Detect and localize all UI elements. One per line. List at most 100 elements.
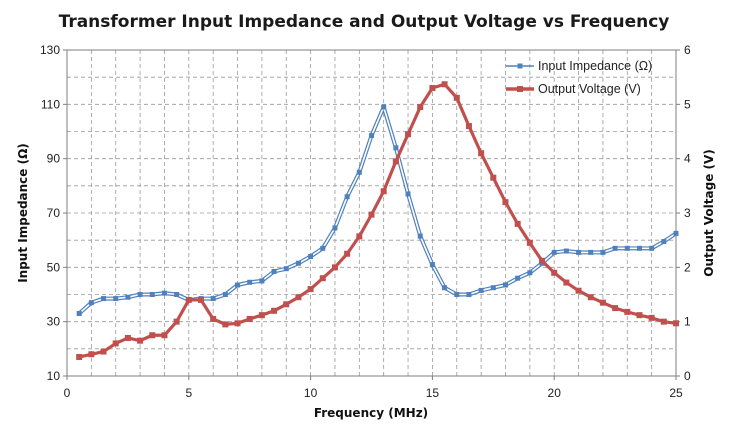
data-point-impedance xyxy=(320,245,326,251)
data-point-voltage xyxy=(161,332,168,339)
left-axis-ticks: 10 30 50 70 90 110 130 xyxy=(40,43,67,383)
data-point-voltage xyxy=(258,312,265,319)
data-point-voltage xyxy=(246,315,253,322)
data-point-impedance xyxy=(149,292,155,297)
data-point-voltage xyxy=(380,188,387,195)
x-tick-label: 25 xyxy=(669,386,683,400)
series xyxy=(76,81,679,360)
data-point-impedance xyxy=(661,239,667,245)
right-tick-label: 0 xyxy=(684,369,691,383)
data-point-voltage xyxy=(295,294,302,301)
data-point-impedance xyxy=(101,296,107,302)
data-point-voltage xyxy=(405,131,412,138)
data-point-voltage xyxy=(331,264,338,271)
legend: Input Impedance (Ω) Output Voltage (V) xyxy=(506,59,652,96)
data-point-impedance xyxy=(502,282,508,288)
right-tick-label: 2 xyxy=(684,260,691,274)
left-tick-label: 50 xyxy=(47,260,61,274)
data-point-voltage xyxy=(636,312,643,319)
x-tick-label: 20 xyxy=(548,386,562,400)
y2-axis-title: Output Voltage (V) xyxy=(702,149,716,277)
right-tick-label: 1 xyxy=(684,315,691,329)
left-tick-label: 70 xyxy=(47,206,61,220)
right-tick-label: 6 xyxy=(684,43,691,57)
data-point-voltage xyxy=(234,320,241,327)
data-point-voltage xyxy=(319,275,326,282)
data-point-impedance xyxy=(332,225,338,231)
data-point-voltage xyxy=(490,174,497,181)
data-point-impedance xyxy=(125,294,131,300)
data-point-voltage xyxy=(624,308,631,315)
data-point-impedance xyxy=(636,245,642,251)
x-axis-ticks: 0 5 10 15 20 25 xyxy=(64,376,683,400)
data-point-voltage xyxy=(368,211,375,218)
x-tick-label: 10 xyxy=(304,386,318,400)
data-point-voltage xyxy=(575,287,582,294)
data-point-voltage xyxy=(502,199,509,206)
data-point-voltage xyxy=(563,279,570,286)
right-tick-label: 4 xyxy=(684,152,691,166)
data-point-voltage xyxy=(100,348,107,355)
data-point-impedance xyxy=(344,194,350,200)
data-point-voltage xyxy=(673,320,679,327)
data-point-voltage xyxy=(344,250,351,257)
data-point-voltage xyxy=(429,85,436,92)
right-tick-label: 3 xyxy=(684,206,691,220)
left-tick-label: 90 xyxy=(47,152,61,166)
data-point-voltage xyxy=(587,294,594,301)
data-point-impedance xyxy=(295,260,301,266)
data-point-impedance xyxy=(393,145,399,151)
data-point-impedance xyxy=(624,245,630,251)
data-point-voltage xyxy=(526,239,533,246)
data-point-impedance xyxy=(515,275,521,281)
data-point-voltage xyxy=(612,305,619,312)
data-point-voltage xyxy=(197,296,204,303)
data-point-impedance xyxy=(88,300,94,306)
data-point-impedance xyxy=(551,249,557,255)
data-point-voltage xyxy=(551,269,558,276)
data-point-voltage xyxy=(599,299,606,306)
data-point-voltage xyxy=(539,257,546,264)
left-tick-label: 30 xyxy=(47,315,61,329)
right-tick-label: 5 xyxy=(684,97,691,111)
y-axis-title: Input Impedance (Ω) xyxy=(16,143,30,283)
data-point-impedance xyxy=(283,266,289,272)
data-point-impedance xyxy=(259,278,265,284)
data-point-impedance xyxy=(466,292,472,297)
x-tick-label: 15 xyxy=(426,386,440,400)
data-point-voltage xyxy=(283,301,290,308)
data-point-voltage xyxy=(356,233,363,240)
data-point-voltage xyxy=(417,104,424,111)
data-point-impedance xyxy=(271,268,277,274)
data-point-impedance xyxy=(174,292,180,297)
legend-label-impedance: Input Impedance (Ω) xyxy=(538,59,652,73)
data-point-voltage xyxy=(660,318,667,325)
data-point-voltage xyxy=(271,307,278,314)
data-point-voltage xyxy=(76,353,83,360)
data-point-impedance xyxy=(649,245,655,251)
data-point-voltage xyxy=(210,315,217,322)
data-point-voltage xyxy=(392,158,399,165)
data-point-impedance xyxy=(76,311,82,317)
data-point-voltage xyxy=(514,220,521,227)
data-point-impedance xyxy=(478,287,484,293)
data-point-impedance xyxy=(210,296,216,302)
data-point-impedance xyxy=(490,285,496,291)
data-point-impedance xyxy=(588,249,594,255)
data-point-impedance xyxy=(161,290,167,296)
data-point-impedance xyxy=(222,292,228,297)
x-tick-label: 0 xyxy=(64,386,71,400)
data-point-voltage xyxy=(149,332,156,339)
data-point-impedance xyxy=(429,262,435,268)
data-point-impedance xyxy=(381,104,387,110)
data-point-voltage xyxy=(307,286,314,293)
data-point-impedance xyxy=(600,249,606,255)
left-tick-label: 130 xyxy=(40,43,60,57)
data-point-impedance xyxy=(673,230,679,236)
data-point-voltage xyxy=(441,81,448,88)
left-tick-label: 10 xyxy=(47,369,61,383)
data-point-impedance xyxy=(247,279,253,285)
data-point-impedance xyxy=(576,249,582,255)
data-point-voltage xyxy=(465,123,472,130)
data-point-impedance xyxy=(235,282,241,288)
